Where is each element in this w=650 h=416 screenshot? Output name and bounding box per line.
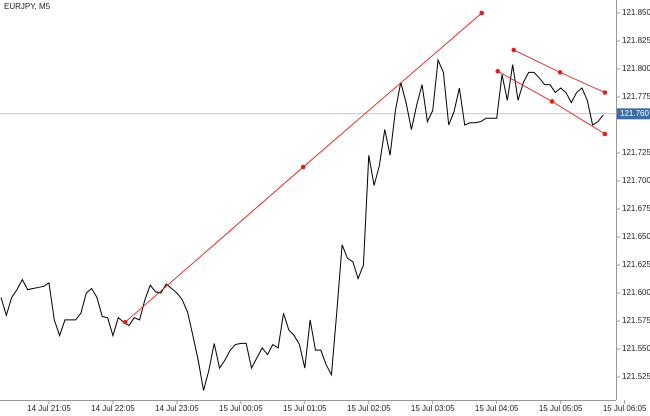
y-tick-label: 121.800 (622, 64, 650, 73)
y-tick-label: 121.700 (622, 176, 650, 185)
y-tick-label: 121.525 (622, 372, 650, 381)
y-tick-label: 121.725 (622, 148, 650, 157)
x-tick-label: 15 Jul 05:05 (539, 404, 583, 413)
trendline-anchor (479, 10, 485, 16)
x-tick-label: 15 Jul 04:05 (475, 404, 519, 413)
trendline-anchor (602, 90, 608, 95)
trendline-anchor (122, 319, 128, 325)
x-tick-label: 14 Jul 21:05 (27, 404, 71, 413)
trendline-anchor (511, 47, 517, 53)
y-tick-label: 121.775 (622, 92, 650, 101)
price-line (0, 58, 604, 391)
trendline-anchor (549, 99, 555, 104)
x-tick-label: 15 Jul 00:05 (219, 404, 263, 413)
y-tick-label: 121.550 (622, 344, 650, 353)
x-tick-label: 14 Jul 23:05 (155, 404, 199, 413)
y-tick-label: 121.675 (622, 204, 650, 213)
y-tick-label: 121.625 (622, 260, 650, 269)
trendline-anchor (495, 68, 501, 74)
y-tick-label: 121.825 (622, 36, 650, 45)
y-tick-label: 121.600 (622, 288, 650, 297)
last-price-box (617, 108, 650, 120)
x-tick-label: 14 Jul 22:05 (91, 404, 135, 413)
y-tick-label: 121.650 (622, 232, 650, 241)
trendline-anchor (557, 70, 563, 75)
y-tick-label: 121.575 (622, 316, 650, 325)
trendline-anchor (602, 131, 608, 137)
x-tick-label: 15 Jul 02:05 (347, 404, 391, 413)
x-tick-label: 15 Jul 06:05 (603, 404, 647, 413)
trendline-anchor (300, 164, 306, 170)
last-price-label: 121.760 (620, 109, 649, 118)
x-tick-label: 15 Jul 01:05 (283, 404, 327, 413)
x-tick-label: 15 Jul 03:05 (411, 404, 455, 413)
y-tick-label: 121.850 (622, 8, 650, 17)
chart-title: EURJPY, M5 (4, 2, 51, 11)
